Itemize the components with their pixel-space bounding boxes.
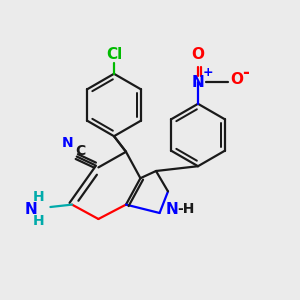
- Text: -: -: [243, 64, 249, 82]
- Text: Cl: Cl: [106, 47, 122, 62]
- Text: H: H: [33, 190, 44, 204]
- Text: N: N: [192, 75, 204, 90]
- Text: C: C: [75, 144, 85, 158]
- Text: N: N: [61, 136, 73, 150]
- Text: -H: -H: [177, 202, 195, 216]
- Text: N: N: [165, 202, 178, 217]
- Text: +: +: [202, 66, 213, 79]
- Text: O: O: [230, 72, 243, 87]
- Text: O: O: [191, 47, 205, 62]
- Text: N: N: [25, 202, 38, 217]
- Text: H: H: [33, 214, 44, 228]
